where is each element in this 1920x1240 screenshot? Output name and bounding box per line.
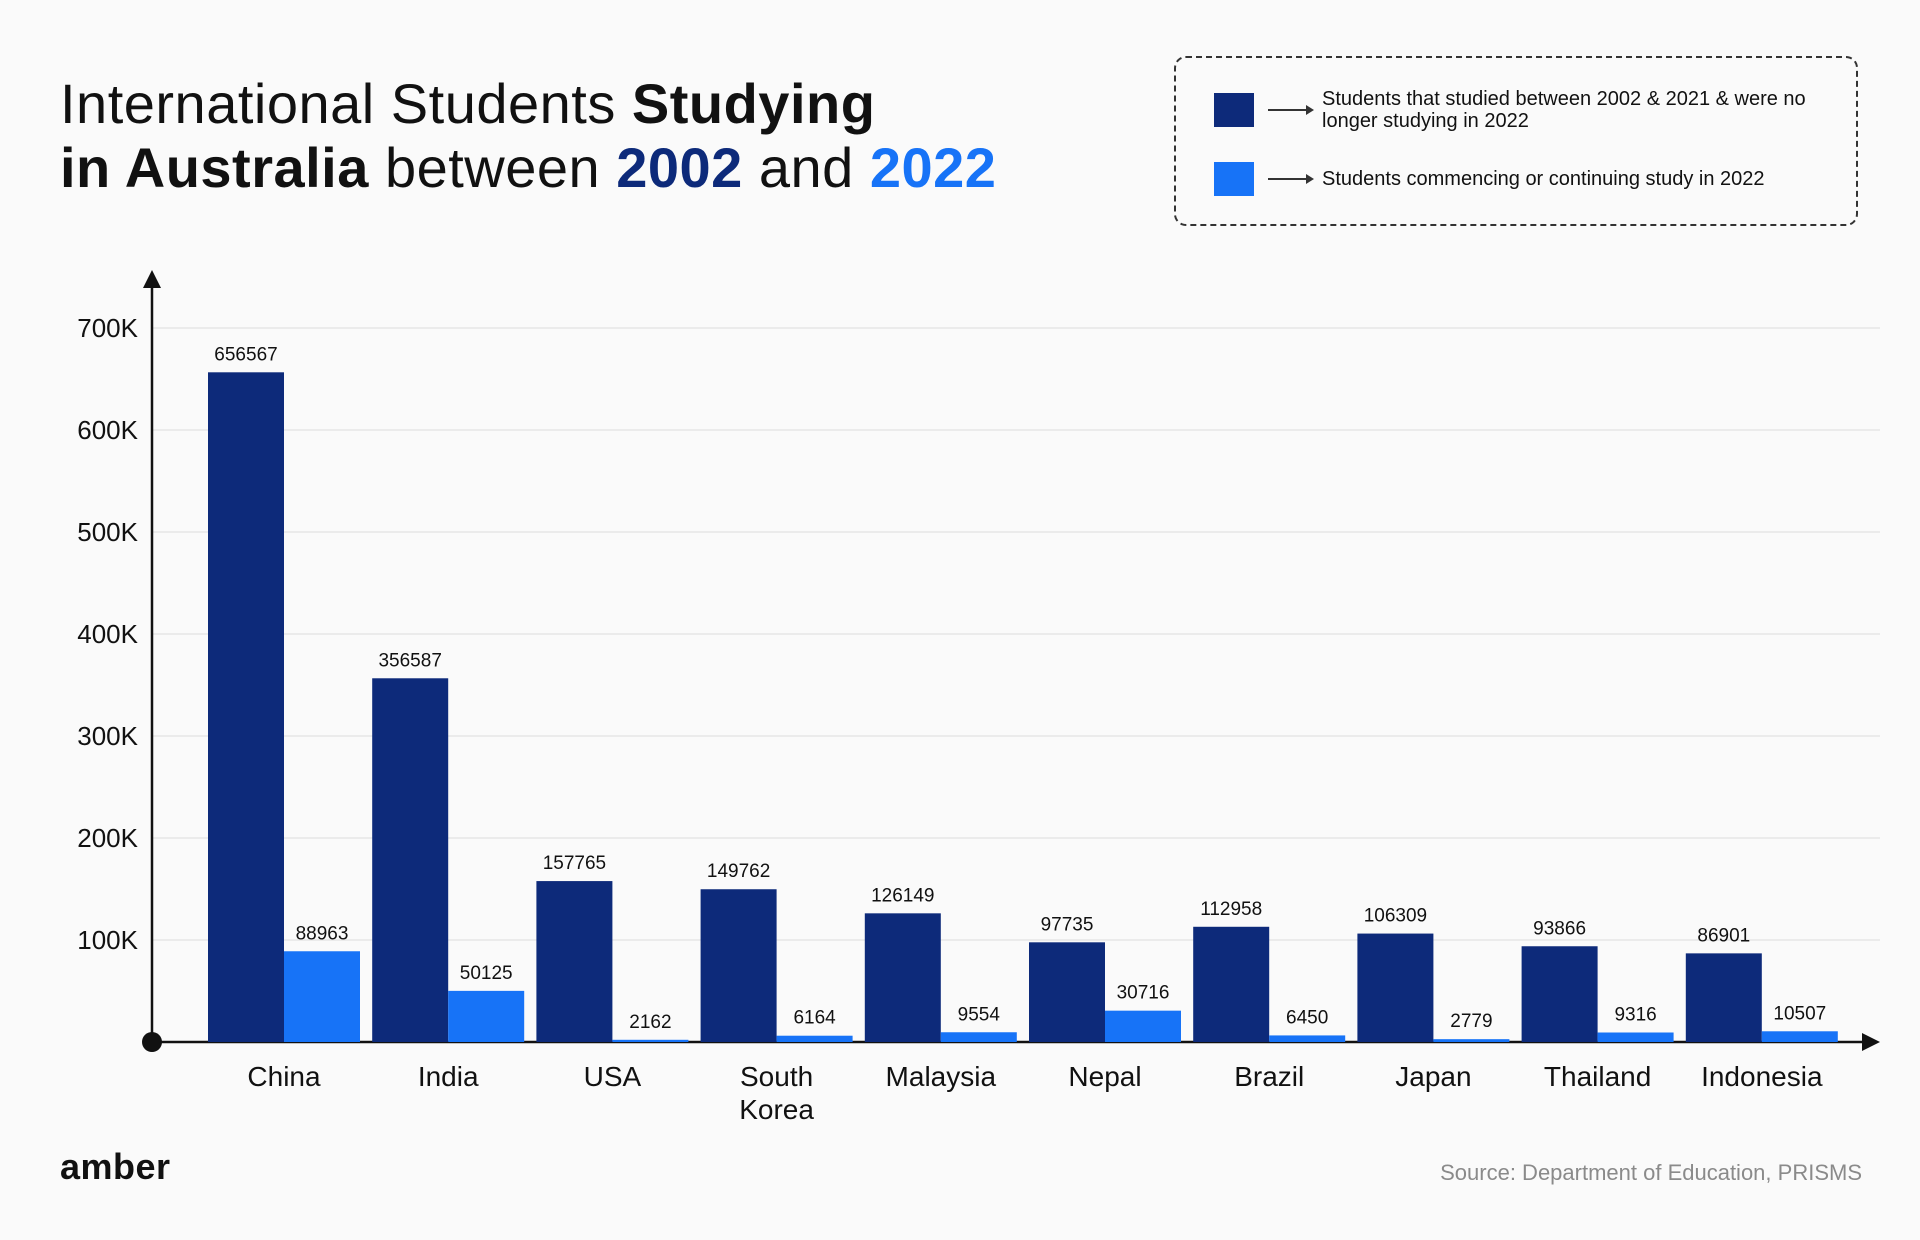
bar-current — [776, 1035, 853, 1042]
bar-current — [1269, 1035, 1346, 1042]
bar-past — [864, 913, 941, 1042]
title-line-1: International Students Studying — [60, 72, 996, 136]
bar-past — [208, 372, 284, 1043]
x-axis-arrow-icon — [1862, 1033, 1880, 1051]
bar-current — [1105, 1010, 1181, 1042]
y-tick-label: 400K — [77, 619, 138, 649]
data-label: 6164 — [793, 1008, 836, 1029]
data-label: 30716 — [1117, 983, 1170, 1004]
title-year-end: 2022 — [869, 136, 997, 199]
bar-past — [1521, 946, 1598, 1042]
x-tick-label: Thailand — [1544, 1061, 1651, 1092]
x-tick-label: Indonesia — [1701, 1061, 1823, 1092]
data-label: 157765 — [543, 853, 606, 874]
y-tick-label: 700K — [77, 313, 138, 343]
data-label: 126149 — [871, 885, 934, 906]
x-tick-label: South Korea — [739, 1061, 814, 1125]
data-label: 112958 — [1200, 899, 1262, 920]
bar-past — [700, 889, 777, 1042]
y-tick-label: 300K — [77, 721, 138, 751]
bar-past — [1357, 933, 1434, 1042]
source-note: Source: Department of Education, PRISMS — [1440, 1160, 1862, 1185]
data-label: 9316 — [1614, 1004, 1656, 1025]
data-label: 6450 — [1286, 1007, 1328, 1028]
y-tick-label: 200K — [77, 823, 138, 853]
x-tick-label: Japan — [1395, 1061, 1471, 1092]
bar-past — [536, 881, 613, 1042]
data-label: 656567 — [214, 344, 277, 365]
x-tick-label: Brazil — [1234, 1061, 1304, 1092]
brand-logo: amber — [60, 1146, 171, 1187]
bar-current — [612, 1039, 689, 1042]
title-line-2: in Australia between 2002 and 2022 — [60, 136, 996, 200]
bar-past — [372, 678, 449, 1042]
bar-current — [448, 990, 525, 1042]
y-axis-arrow-icon — [143, 270, 161, 288]
bar-past — [1193, 926, 1270, 1042]
data-label: 93866 — [1533, 918, 1586, 939]
data-label: 356587 — [378, 650, 441, 671]
data-label: 9554 — [958, 1004, 1001, 1025]
data-label: 2162 — [629, 1012, 671, 1033]
axis-origin-dot — [142, 1032, 162, 1052]
title-year-start: 2002 — [616, 136, 743, 199]
data-label: 88963 — [296, 923, 349, 944]
y-tick-label: 500K — [77, 517, 138, 547]
bar-past — [1685, 953, 1762, 1042]
data-label: 50125 — [460, 963, 513, 984]
bar-current — [284, 951, 360, 1042]
y-tick-label: 600K — [77, 415, 138, 445]
y-tick-label: 100K — [77, 925, 138, 955]
data-label: 149762 — [707, 861, 770, 882]
x-tick-label: Nepal — [1068, 1061, 1141, 1092]
arrow-right-icon — [1268, 174, 1314, 184]
bar-past — [1029, 942, 1105, 1042]
x-tick-label: USA — [584, 1061, 642, 1092]
legend-label-past: Students that studied between 2002 & 202… — [1322, 88, 1806, 132]
title-text-bold: in Australia — [60, 136, 369, 199]
bar-current — [1597, 1032, 1674, 1042]
legend-swatch-bright — [1214, 162, 1254, 196]
legend: Students that studied between 2002 & 202… — [1174, 56, 1858, 226]
data-label: 106309 — [1364, 906, 1427, 927]
legend-swatch-dark — [1214, 93, 1254, 127]
legend-item-past: Students that studied between 2002 & 202… — [1214, 88, 1842, 132]
title-text: and — [742, 136, 870, 199]
title-text-bold: Studying — [631, 72, 876, 135]
data-label: 10507 — [1773, 1003, 1826, 1024]
x-tick-label: India — [418, 1061, 479, 1092]
x-tick-label: China — [247, 1061, 321, 1092]
bar-current — [1761, 1031, 1838, 1042]
bar-current — [940, 1032, 1017, 1042]
data-label: 86901 — [1697, 925, 1750, 946]
data-label: 2779 — [1450, 1011, 1492, 1032]
chart-title: International Students Studying in Austr… — [60, 72, 996, 200]
bar-current — [1433, 1039, 1510, 1042]
legend-label-current: Students commencing or continuing study … — [1322, 168, 1765, 190]
x-tick-label: Malaysia — [886, 1061, 997, 1092]
legend-item-current: Students commencing or continuing study … — [1214, 162, 1842, 196]
title-text: between — [368, 136, 617, 199]
arrow-right-icon — [1268, 105, 1314, 115]
data-label: 97735 — [1041, 914, 1094, 935]
title-text: International Students — [60, 72, 632, 135]
